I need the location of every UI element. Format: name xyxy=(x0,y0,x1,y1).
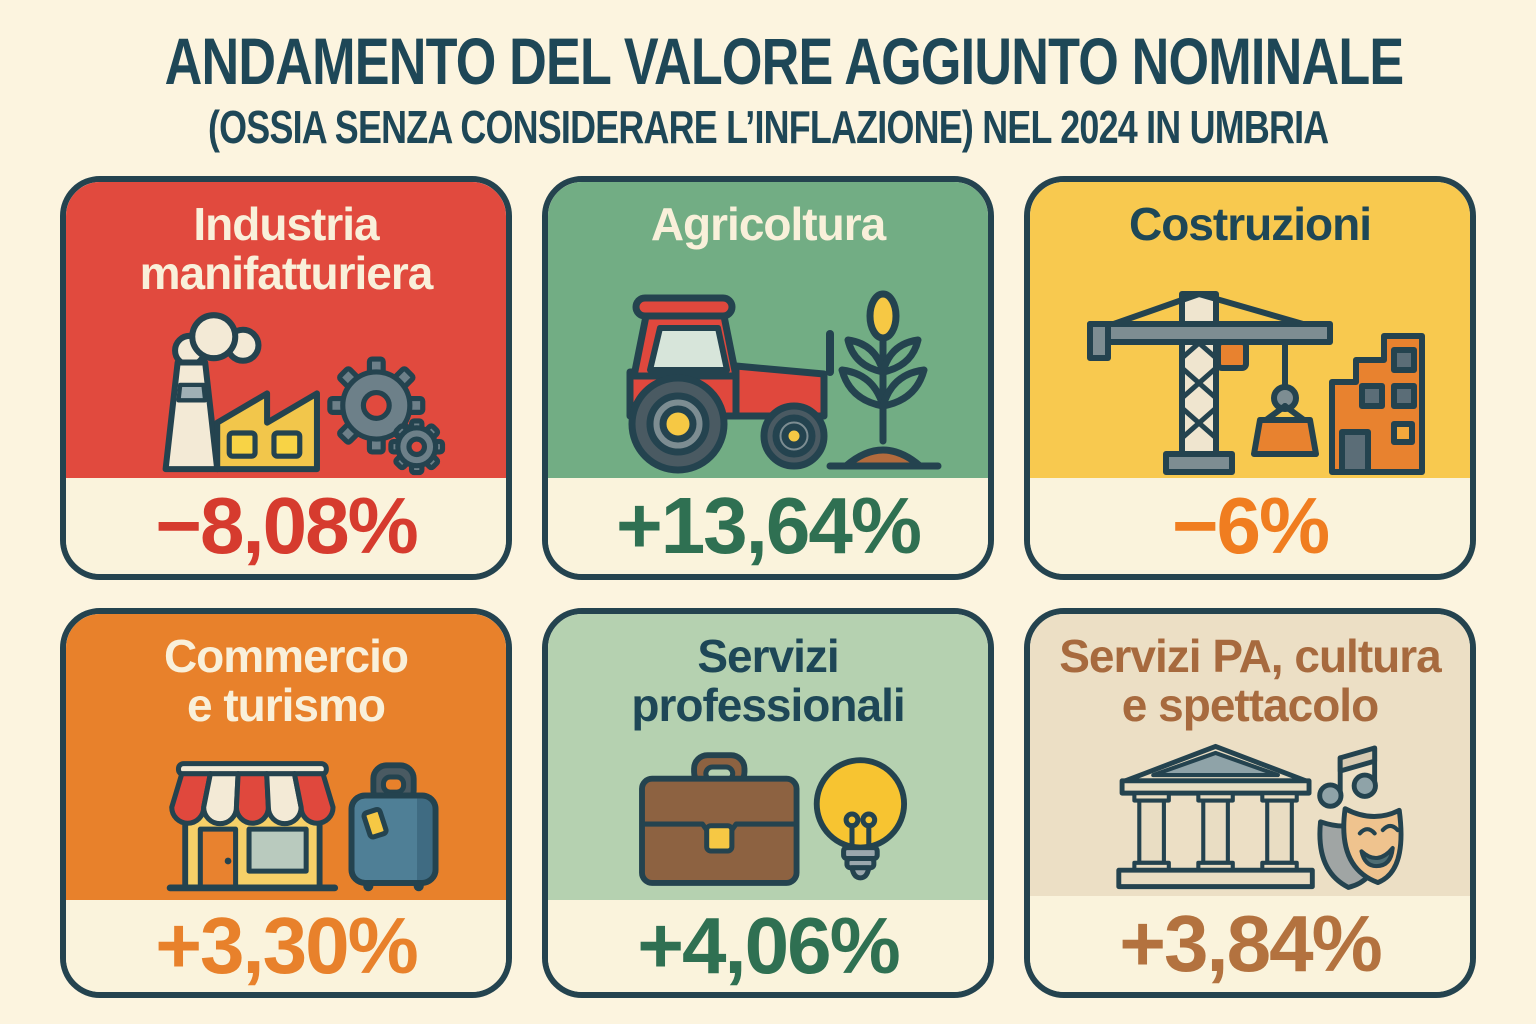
card-title: Industria manifatturiera xyxy=(139,198,434,299)
card-header: Servizi PA, cultura e spettacolo xyxy=(1030,614,1470,896)
card-costruzioni: Costruzioni xyxy=(1024,176,1476,580)
card-illustration xyxy=(66,730,506,900)
card-value-strip: −6% xyxy=(1030,478,1470,574)
header: ANDAMENTO DEL VALORE AGGIUNTO NOMINALE (… xyxy=(0,28,1536,150)
value-costruzioni: −6% xyxy=(1171,481,1330,570)
card-illustration xyxy=(548,730,988,900)
card-header: Commercio e turismo xyxy=(66,614,506,900)
briefcase-icon xyxy=(639,751,800,886)
theater-masks-icon xyxy=(1317,806,1404,890)
card-title: Costruzioni xyxy=(1129,198,1372,250)
card-industria-manifatturiera: Industria manifatturiera xyxy=(60,176,512,580)
value-servizi-pa-cultura-spettacolo: +3,84% xyxy=(1119,899,1383,988)
card-title: Servizi professionali xyxy=(631,630,905,731)
tractor-icon xyxy=(626,294,834,474)
page-subtitle: (OSSIA SENZA CONSIDERARE L’INFLAZIONE) N… xyxy=(207,101,1329,153)
card-header: Servizi professionali xyxy=(548,614,988,900)
factory-icon xyxy=(162,312,320,473)
music-note-icon xyxy=(1317,745,1378,809)
card-title: Servizi PA, cultura e spettacolo xyxy=(1059,630,1442,731)
value-servizi-professionali: +4,06% xyxy=(637,900,901,990)
plant-icon xyxy=(826,290,942,470)
briefcase-bulb-illustration xyxy=(639,751,908,886)
card-value-strip: +4,06% xyxy=(548,899,988,992)
cards-grid: Industria manifatturiera xyxy=(60,176,1476,998)
card-illustration xyxy=(548,249,988,478)
card-title: Commercio e turismo xyxy=(163,630,409,731)
card-illustration xyxy=(1030,730,1470,897)
card-value-strip: +3,30% xyxy=(66,899,506,992)
value-agricoltura: +13,64% xyxy=(615,481,922,570)
card-value-strip: −8,08% xyxy=(66,478,506,574)
lightbulb-icon xyxy=(813,756,908,880)
card-header: Industria manifatturiera xyxy=(66,182,506,478)
building-icon xyxy=(1329,333,1425,475)
shop-icon xyxy=(166,760,339,891)
crane-building-illustration xyxy=(1087,291,1425,475)
card-servizi-professionali: Servizi professionali xyxy=(542,608,994,998)
museum-icon xyxy=(1116,743,1315,890)
suitcase-icon xyxy=(348,761,439,891)
card-illustration xyxy=(1030,249,1470,478)
card-header: Agricoltura xyxy=(548,182,988,478)
card-value-strip: +13,64% xyxy=(548,478,988,574)
card-value-strip: +3,84% xyxy=(1030,896,1470,992)
card-servizi-pa-cultura-spettacolo: Servizi PA, cultura e spettacolo xyxy=(1024,608,1476,998)
construction-crane-icon xyxy=(1087,291,1333,475)
page-title: ANDAMENTO DEL VALORE AGGIUNTO NOMINALE xyxy=(164,24,1405,98)
card-title: Agricoltura xyxy=(650,198,886,250)
value-industria-manifatturiera: −8,08% xyxy=(155,481,419,570)
gears-icon xyxy=(327,356,446,476)
factory-gears-illustration xyxy=(162,312,446,476)
tractor-plant-illustration xyxy=(626,290,942,474)
card-commercio-turismo: Commercio e turismo xyxy=(60,608,512,998)
shop-suitcase-illustration xyxy=(166,760,439,891)
card-header: Costruzioni xyxy=(1030,182,1470,478)
card-illustration xyxy=(66,298,506,479)
museum-masks-illustration xyxy=(1116,743,1404,890)
card-agricoltura: Agricoltura xyxy=(542,176,994,580)
value-commercio-turismo: +3,30% xyxy=(155,900,419,990)
